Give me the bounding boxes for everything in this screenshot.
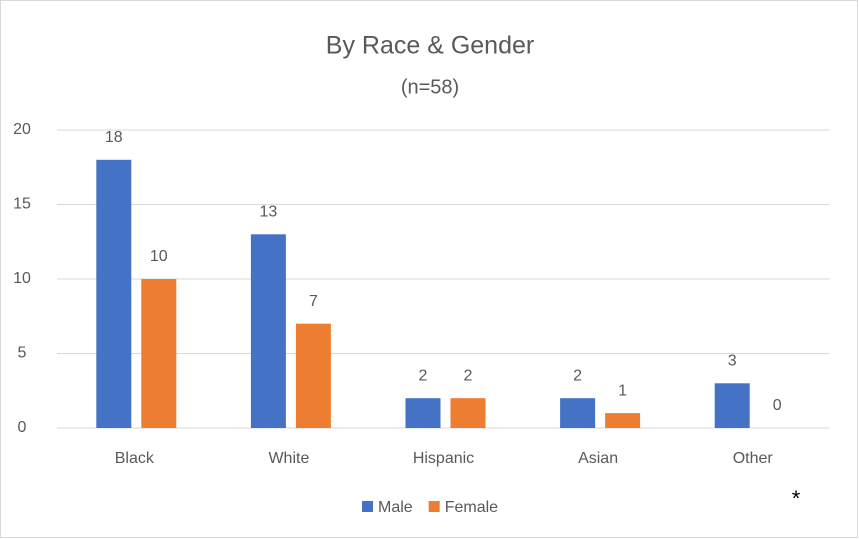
chart-subtitle: (n=58)	[401, 76, 459, 98]
y-tick-label: 10	[13, 270, 31, 287]
data-label: 3	[728, 353, 737, 370]
chart-title: By Race & Gender	[326, 32, 534, 60]
legend-swatch	[428, 501, 440, 512]
bar	[560, 398, 596, 428]
data-label: 2	[419, 367, 428, 384]
y-tick-label: 0	[18, 419, 27, 436]
data-label: 10	[150, 248, 168, 265]
x-tick-label: Other	[733, 450, 774, 467]
bar	[295, 323, 331, 428]
y-tick-label: 15	[13, 196, 31, 213]
bar	[96, 159, 132, 429]
annotation: *	[792, 486, 801, 511]
data-label: 13	[260, 204, 278, 221]
bar	[450, 398, 486, 428]
data-label: 7	[309, 293, 318, 310]
x-tick-label: White	[268, 450, 309, 467]
legend-label: Female	[445, 499, 498, 516]
legend-swatch	[362, 501, 373, 512]
bar	[714, 383, 750, 428]
x-tick-label: Black	[115, 450, 155, 467]
legend-label: Male	[378, 499, 413, 516]
x-tick-label: Asian	[578, 450, 618, 467]
y-tick-label: 20	[13, 121, 31, 138]
bar	[141, 279, 177, 428]
bar	[250, 234, 286, 428]
bar	[405, 398, 441, 428]
x-tick-label: Hispanic	[413, 450, 474, 467]
data-label: 2	[573, 367, 582, 384]
bar	[605, 413, 641, 428]
data-label: 18	[105, 129, 123, 146]
y-tick-label: 5	[18, 345, 27, 362]
data-label: 0	[773, 397, 782, 414]
data-label: 2	[464, 367, 473, 384]
data-label: 1	[618, 382, 627, 399]
